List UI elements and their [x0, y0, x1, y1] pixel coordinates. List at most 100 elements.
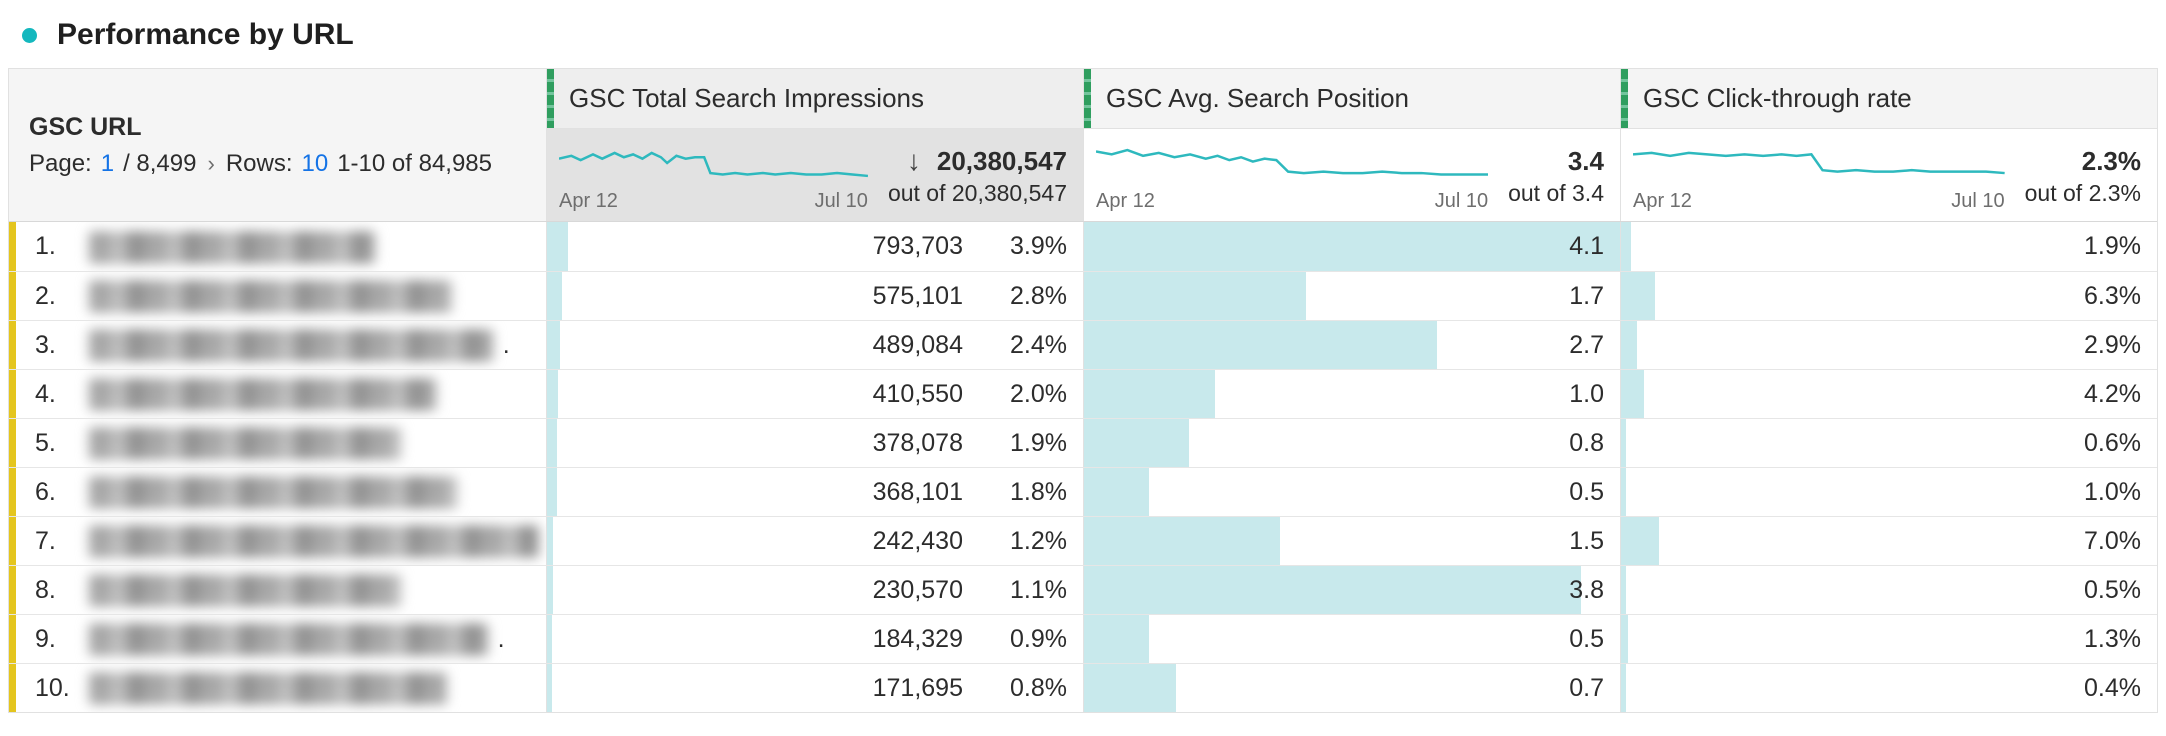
row-color-bar — [9, 222, 16, 271]
avg-position-cell: 0.7 — [1083, 664, 1620, 712]
avg-position-value: 2.7 — [1569, 330, 1604, 359]
avg-position-cell: 4.1 — [1083, 222, 1620, 271]
ctr-bar — [1621, 321, 1637, 369]
ctr-value: 0.4% — [2084, 673, 2141, 702]
ctr-cell: 1.0% — [1620, 468, 2157, 516]
table-header: GSC URL Page: 1 / 8,499 › Rows: 10 1-10 … — [9, 69, 2157, 222]
url-cell[interactable]: 8. — [9, 566, 546, 614]
impressions-bar — [547, 468, 557, 516]
ctr-bar — [1621, 272, 1655, 320]
impressions-cell: 171,695 0.8% — [546, 664, 1083, 712]
ctr-value: 1.3% — [2084, 624, 2141, 653]
ctr-value: 1.9% — [2084, 232, 2141, 260]
row-color-bar — [9, 664, 16, 712]
impressions-value: 184,329 — [872, 624, 963, 653]
subheader-impressions: Apr 12 Jul 10 ↓ 20,380,547 out of 20,380… — [546, 129, 1083, 221]
column-header-impressions[interactable]: GSC Total Search Impressions — [546, 69, 1083, 129]
impressions-percent: 1.9% — [1010, 428, 1067, 457]
ctr-value: 6.3% — [2084, 281, 2141, 310]
impressions-value: 368,101 — [872, 477, 963, 506]
metric-color-bar — [1084, 69, 1091, 128]
row-color-bar — [9, 370, 16, 418]
rows-count-link[interactable]: 10 — [301, 149, 329, 177]
ctr-value: 2.9% — [2084, 330, 2141, 359]
rows-label: Rows: — [225, 149, 293, 177]
impressions-bar — [547, 272, 562, 320]
impressions-value: 171,695 — [872, 673, 963, 702]
url-cell[interactable]: 9. . — [9, 615, 546, 663]
row-number: 1. — [35, 232, 56, 260]
avg-position-value: 1.7 — [1569, 281, 1604, 310]
ctr-cell: 0.5% — [1620, 566, 2157, 614]
url-cell[interactable]: 10. — [9, 664, 546, 712]
row-number: 7. — [35, 526, 56, 555]
ctr-bar — [1621, 615, 1628, 663]
page-number-link[interactable]: 1 — [100, 149, 115, 177]
url-cell[interactable]: 6. — [9, 468, 546, 516]
impressions-percent: 0.8% — [1010, 673, 1067, 702]
sparkline-ctr: Apr 12 Jul 10 — [1633, 139, 2005, 213]
avg-position-value: 1.0 — [1569, 379, 1604, 408]
ctr-bar — [1621, 468, 1627, 516]
redacted-url — [89, 230, 376, 263]
ctr-value: 0.6% — [2084, 428, 2141, 457]
date-end: Jul 10 — [814, 190, 868, 212]
ctr-bar — [1621, 370, 1644, 418]
impressions-cell: 368,101 1.8% — [546, 468, 1083, 516]
avg-position-value: 0.5 — [1569, 477, 1604, 506]
column-header-ctr[interactable]: GSC Click-through rate — [1620, 69, 2157, 129]
url-cell[interactable]: 4. — [9, 370, 546, 418]
sparkline-impressions: Apr 12 Jul 10 — [559, 139, 868, 213]
ctr-cell: 2.9% — [1620, 321, 2157, 369]
impressions-bar — [547, 517, 554, 565]
avg-position-bar — [1084, 370, 1215, 418]
url-cell[interactable]: 3. . — [9, 321, 546, 369]
url-cell[interactable]: 5. — [9, 419, 546, 467]
date-start: Apr 12 — [1633, 190, 1692, 212]
impressions-value: 575,101 — [872, 281, 963, 310]
row-color-bar — [9, 615, 16, 663]
impressions-percent: 1.8% — [1010, 477, 1067, 506]
subheader-avg-position: Apr 12 Jul 10 3.4 out of 3.4 — [1083, 129, 1620, 221]
redacted-url — [89, 574, 401, 606]
ctr-cell: 0.6% — [1620, 419, 2157, 467]
avg-position-bar — [1084, 419, 1189, 467]
url-cell[interactable]: 7. — [9, 517, 546, 565]
avg-position-bar — [1084, 517, 1281, 565]
metric-color-bar — [1621, 69, 1628, 128]
chevron-right-icon[interactable]: › — [207, 150, 215, 176]
impressions-cell: 184,329 0.9% — [546, 615, 1083, 663]
impressions-value: 489,084 — [872, 330, 963, 359]
sort-descending-icon[interactable]: ↓ — [906, 145, 921, 176]
table-row: 6. 368,101 1.8% 0.5 1.0% — [9, 467, 2157, 516]
row-number: 6. — [35, 477, 56, 506]
table-row: 5. 378,078 1.9% 0.8 0.6% — [9, 418, 2157, 467]
row-color-bar — [9, 321, 16, 369]
url-suffix: . — [497, 624, 505, 653]
column-header-avg-position[interactable]: GSC Avg. Search Position — [1083, 69, 1620, 129]
sparkline-avg-position: Apr 12 Jul 10 — [1096, 139, 1489, 213]
row-number: 3. — [35, 330, 56, 359]
url-cell[interactable]: 2. — [9, 272, 546, 320]
avg-position-value: 4.1 — [1569, 232, 1604, 260]
avg-position-bar — [1084, 468, 1150, 516]
row-number: 10. — [35, 673, 70, 702]
impressions-percent: 2.8% — [1010, 281, 1067, 310]
column-label: GSC Avg. Search Position — [1106, 83, 1410, 113]
url-cell[interactable]: 1. — [9, 222, 546, 271]
pagination: Page: 1 / 8,499 › Rows: 10 1-10 of 84,98… — [29, 150, 546, 178]
avg-position-cell: 0.8 — [1083, 419, 1620, 467]
date-start: Apr 12 — [1096, 190, 1155, 212]
ctr-cell: 1.3% — [1620, 615, 2157, 663]
avg-position-cell: 1.0 — [1083, 370, 1620, 418]
impressions-cell: 230,570 1.1% — [546, 566, 1083, 614]
ctr-bar — [1621, 222, 1632, 271]
impressions-cell: 410,550 2.0% — [546, 370, 1083, 418]
avg-position-value: 0.8 — [1569, 428, 1604, 457]
rows-range: 1-10 of 84,985 — [337, 149, 492, 177]
table-row: 1. 793,703 3.9% 4.1 1.9% — [9, 222, 2157, 271]
impressions-percent: 3.9% — [1010, 232, 1067, 260]
column-label: GSC Total Search Impressions — [569, 83, 924, 113]
avg-position-bar — [1084, 222, 1620, 271]
ctr-value: 7.0% — [2084, 526, 2141, 555]
